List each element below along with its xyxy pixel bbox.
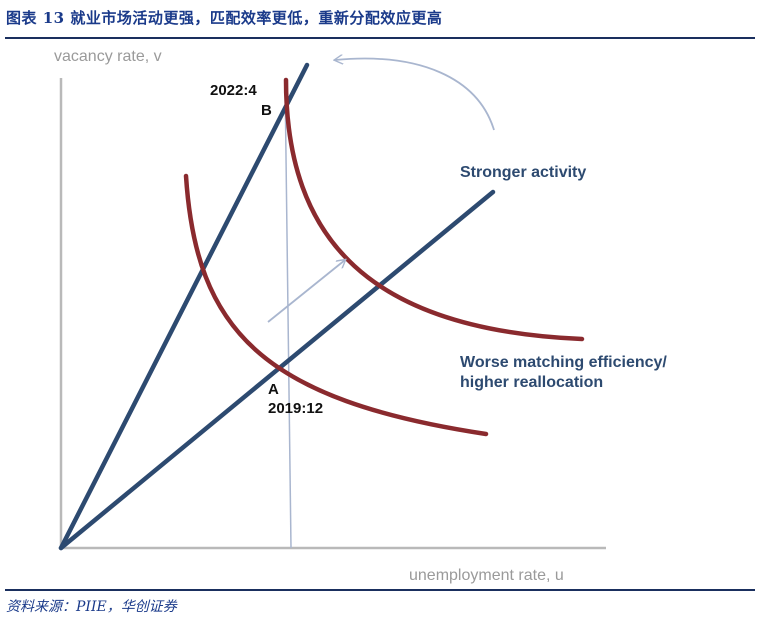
stronger-activity-label: Stronger activity <box>460 164 586 181</box>
bottom-divider <box>5 589 755 591</box>
reference-vertical-line <box>284 77 292 549</box>
point-b-date: 2022:4 <box>210 82 257 99</box>
y-axis-label: vacancy rate, v <box>54 48 162 65</box>
point-a-date: 2019:12 <box>268 400 323 417</box>
source-note: 资料来源：PIIE，华创证券 <box>6 599 177 615</box>
beveridge-curve-upper <box>283 77 585 342</box>
top-divider <box>5 37 755 39</box>
steep-activity-line <box>58 62 310 551</box>
point-b-label: B <box>261 102 272 119</box>
shift-arrow-curved <box>335 59 495 131</box>
beveridge-curve-lower <box>183 173 489 437</box>
figure-title: 图表 13 就业市场活动更强，匹配效率更低，重新分配效应更高 <box>6 9 443 27</box>
matching-efficiency-label-line1: Worse matching efficiency/ <box>460 354 667 371</box>
x-axis-label: unemployment rate, u <box>409 567 564 584</box>
matching-efficiency-label-line2: higher reallocation <box>460 374 603 391</box>
point-a-label: A <box>268 381 279 398</box>
shift-arrow-straight <box>267 260 345 323</box>
flat-activity-line <box>58 189 496 551</box>
